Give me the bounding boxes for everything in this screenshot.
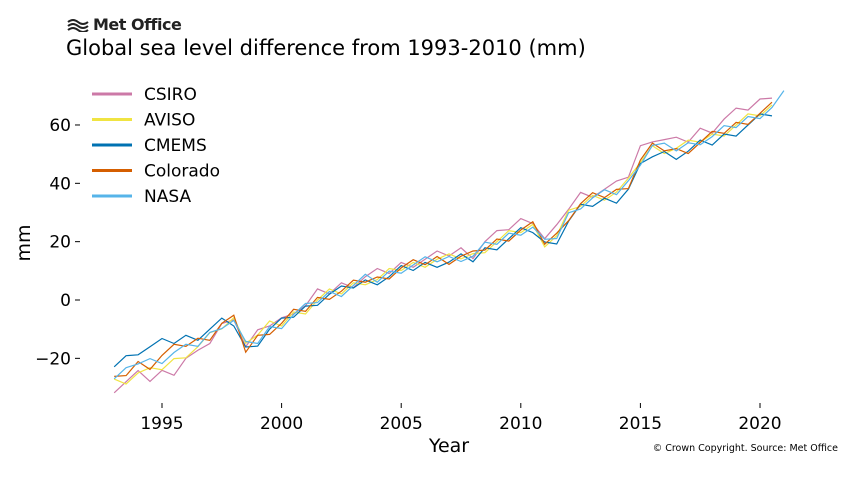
x-tick-label: 2000 bbox=[260, 414, 303, 434]
series-line-cmems bbox=[113, 113, 773, 368]
x-tick-label: 1995 bbox=[140, 414, 183, 434]
y-tick-label: −20 bbox=[35, 349, 71, 369]
brand-name: Met Office bbox=[93, 15, 182, 34]
y-tick-label: 20 bbox=[49, 233, 71, 253]
legend-item-nasa: NASA bbox=[92, 187, 191, 207]
x-axis-label: Year bbox=[428, 435, 469, 457]
copyright-note: © Crown Copyright. Source: Met Office bbox=[652, 443, 838, 454]
series-line-colorado bbox=[114, 101, 773, 377]
legend-label: AVISO bbox=[144, 111, 195, 131]
series-line-nasa bbox=[113, 90, 785, 380]
y-tick-label: 40 bbox=[49, 174, 71, 194]
legend-label: CSIRO bbox=[144, 85, 197, 105]
x-tick-label: 2020 bbox=[738, 414, 781, 434]
y-tick-label: 0 bbox=[60, 291, 71, 311]
x-tick-label: 2005 bbox=[380, 414, 423, 434]
legend-item-aviso: AVISO bbox=[92, 111, 195, 131]
legend-label: Colorado bbox=[144, 162, 220, 182]
legend-item-cmems: CMEMS bbox=[92, 136, 207, 156]
series-line-csiro bbox=[113, 97, 773, 394]
legend-item-colorado: Colorado bbox=[92, 162, 220, 182]
y-tick-label: 60 bbox=[49, 116, 71, 136]
chart-title: Global sea level difference from 1993-20… bbox=[66, 36, 586, 60]
x-tick-label: 2015 bbox=[619, 414, 662, 434]
met-office-logo: Met Office bbox=[67, 15, 182, 34]
x-tick-label: 2010 bbox=[499, 414, 542, 434]
legend-item-csiro: CSIRO bbox=[92, 85, 197, 105]
legend-label: NASA bbox=[144, 187, 191, 207]
met-office-waves-icon bbox=[67, 18, 89, 32]
legend-label: CMEMS bbox=[144, 136, 207, 156]
series-line-aviso bbox=[113, 104, 773, 385]
y-axis-label: mm bbox=[13, 224, 35, 261]
